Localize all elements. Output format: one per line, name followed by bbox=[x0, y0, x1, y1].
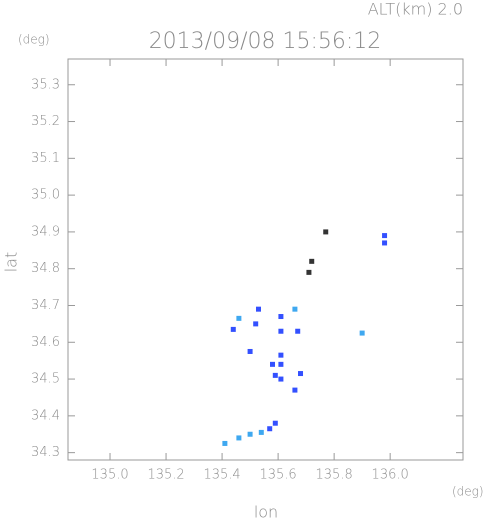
y-tick-label: 34.5 bbox=[31, 372, 60, 387]
chart-title: 2013/09/08 15:56:12 bbox=[149, 29, 382, 54]
y-tick-label: 34.9 bbox=[31, 224, 60, 239]
plot-frame bbox=[67, 58, 464, 461]
echo-point bbox=[382, 233, 388, 239]
echo-point bbox=[278, 314, 284, 320]
echo-point bbox=[253, 321, 259, 327]
x-tick-label: 135.8 bbox=[316, 468, 353, 483]
echo-point bbox=[230, 326, 236, 332]
echo-point bbox=[258, 429, 264, 435]
echo-point bbox=[236, 315, 242, 321]
x-tick-label: 136.0 bbox=[372, 468, 409, 483]
x-tick-label: 135.2 bbox=[147, 468, 184, 483]
echo-point bbox=[298, 371, 304, 377]
echo-point bbox=[359, 330, 365, 336]
echo-point bbox=[309, 258, 315, 264]
echo-point bbox=[292, 387, 298, 393]
echo-point bbox=[382, 240, 388, 246]
x-tick-label: 135.6 bbox=[259, 468, 296, 483]
echo-point bbox=[278, 328, 284, 334]
y-tick-label: 34.3 bbox=[31, 445, 60, 460]
x-axis-label: lon bbox=[254, 503, 278, 521]
echo-point bbox=[255, 306, 261, 312]
y-tick-label: 34.4 bbox=[31, 408, 60, 423]
echo-point bbox=[222, 440, 228, 446]
echo-point bbox=[278, 361, 284, 367]
y-tick-label: 35.0 bbox=[31, 188, 60, 203]
echo-point bbox=[270, 361, 276, 367]
echo-point bbox=[292, 306, 298, 312]
echo-point bbox=[267, 426, 273, 432]
echo-point bbox=[272, 372, 278, 378]
y-tick-label: 35.1 bbox=[31, 151, 60, 166]
y-tick-label: 34.6 bbox=[31, 335, 60, 350]
y-tick-label: 34.8 bbox=[31, 261, 60, 276]
altitude-label: ALT(km) 2.0 bbox=[368, 0, 463, 19]
echo-point bbox=[247, 431, 253, 437]
echo-point bbox=[323, 229, 329, 235]
y-tick-label: 35.3 bbox=[31, 77, 60, 92]
echo-point bbox=[272, 420, 278, 426]
echo-point bbox=[247, 348, 253, 354]
x-tick-label: 135.0 bbox=[91, 468, 128, 483]
x-tick-label: 135.4 bbox=[203, 468, 240, 483]
x-unit: (deg) bbox=[452, 485, 484, 499]
echo-point bbox=[236, 435, 242, 441]
y-unit: (deg) bbox=[18, 33, 50, 47]
echo-point bbox=[278, 352, 284, 358]
y-tick-label: 35.2 bbox=[31, 114, 60, 129]
echo-point bbox=[295, 328, 301, 334]
y-tick-label: 34.7 bbox=[31, 298, 60, 313]
y-axis-label: lat bbox=[2, 252, 21, 273]
echo-point bbox=[278, 376, 284, 382]
echo-point bbox=[306, 269, 312, 275]
